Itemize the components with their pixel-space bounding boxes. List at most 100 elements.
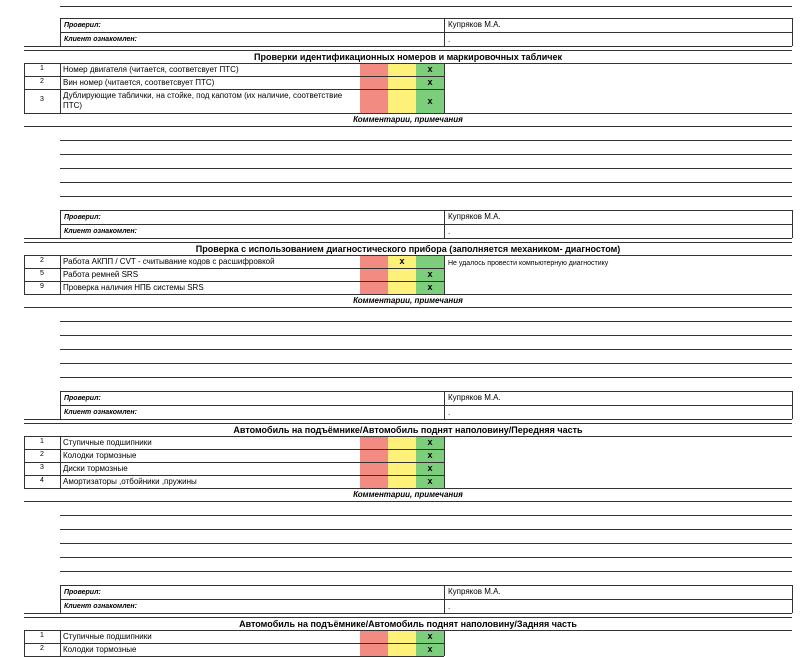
status-yellow-cell[interactable] [388,282,416,294]
status-yellow-cell[interactable] [388,269,416,281]
status-red-cell[interactable] [360,64,388,76]
rule-line [444,255,445,268]
status-red-cell[interactable] [360,644,388,656]
status-red-cell[interactable] [360,437,388,449]
rule-line [60,154,792,155]
status-yellow-cell[interactable] [388,90,416,113]
section-title: Автомобиль на подъёмнике/Автомобиль подн… [233,425,583,435]
rule-line [60,89,61,113]
rule-line [444,643,445,656]
status-yellow-cell[interactable] [388,64,416,76]
rule-line [24,462,444,463]
status-yellow-cell[interactable] [388,644,416,656]
row-description: Ступичные подшипники [63,438,152,447]
rule-line [24,255,25,268]
rule-line [24,419,792,420]
rule-line [24,281,444,282]
status-green-cell[interactable] [416,90,444,113]
rule-line [24,462,25,475]
status-green-cell[interactable] [416,476,444,488]
status-yellow-cell[interactable] [388,256,416,268]
status-red-cell[interactable] [360,90,388,113]
rule-line [24,50,792,51]
status-red-cell[interactable] [360,450,388,462]
rule-line [60,462,61,475]
rule-line [60,63,61,76]
status-green-cell[interactable] [416,463,444,475]
status-red-cell[interactable] [360,269,388,281]
rule-line [24,63,792,64]
status-green-cell[interactable] [416,269,444,281]
status-yellow-cell[interactable] [388,476,416,488]
rule-line [60,182,792,183]
rule-line [792,391,793,419]
checked-label: Проверил: [64,22,101,29]
check-mark: x [427,644,433,654]
rule-line [60,349,792,350]
rule-line [60,321,792,322]
row-description: Проверка наличия НПБ системы SRS [63,283,204,292]
rule-line [24,436,792,437]
status-red-cell[interactable] [360,77,388,89]
status-yellow-cell[interactable] [388,437,416,449]
row-description: Диски тормозные [63,464,128,473]
rule-line [24,617,792,618]
rule-line [792,18,793,46]
row-description: Работа АКПП / CVT - считывание кодов с р… [63,257,275,266]
checked-label: Проверил: [64,589,101,596]
rule-line [24,294,792,295]
status-green-cell[interactable] [416,282,444,294]
status-yellow-cell[interactable] [388,77,416,89]
rule-line [60,76,61,89]
rule-line [24,449,25,462]
status-red-cell[interactable] [360,476,388,488]
rule-line [60,515,792,516]
status-green-cell[interactable] [416,64,444,76]
status-red-cell[interactable] [360,631,388,643]
check-mark: x [427,450,433,460]
status-green-cell[interactable] [416,450,444,462]
rule-line [444,449,445,462]
check-mark: x [399,256,405,266]
rule-line [24,423,792,424]
status-red-cell[interactable] [360,282,388,294]
status-yellow-cell[interactable] [388,450,416,462]
status-green-cell[interactable] [416,437,444,449]
rule-line [60,405,792,406]
status-green-cell[interactable] [416,77,444,89]
rule-line [24,76,25,89]
check-mark: x [427,437,433,447]
rule-line [24,63,25,76]
row-number: 3 [40,96,44,103]
checked-value: Купряков М.А. [448,212,501,221]
rule-line [60,475,61,488]
comments-label: Комментарии, примечания [353,490,463,499]
client-label: Клиент ознакомлен: [64,603,137,610]
rule-line [24,501,792,502]
status-red-cell[interactable] [360,463,388,475]
status-red-cell[interactable] [360,256,388,268]
status-yellow-cell[interactable] [388,631,416,643]
client-label: Клиент ознакомлен: [64,409,137,416]
rule-line [60,268,61,281]
rule-line [24,613,792,614]
checked-value: Купряков М.А. [448,587,501,596]
rule-line [24,255,792,256]
row-number: 2 [40,450,44,458]
row-description: Работа ремней SRS [63,270,139,279]
rule-line [792,585,793,613]
rule-line [60,391,792,392]
checked-label: Проверил: [64,214,101,221]
rule-line [60,363,792,364]
rule-line [60,6,792,7]
rule-line [60,436,61,449]
checked-label: Проверил: [64,395,101,402]
status-green-cell[interactable] [416,256,444,268]
check-mark: x [427,64,433,74]
status-yellow-cell[interactable] [388,463,416,475]
row-number: 1 [40,437,44,445]
section-title: Проверки идентификационных номеров и мар… [254,52,562,62]
row-number: 2 [40,77,44,85]
rule-line [24,281,25,294]
rule-line [60,449,61,462]
